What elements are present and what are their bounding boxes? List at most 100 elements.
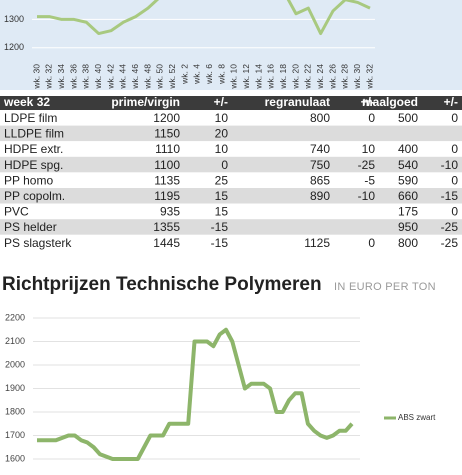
table-cell: 500: [398, 111, 418, 125]
line: [37, 0, 371, 36]
x-tick-label: wk. 14: [253, 64, 263, 90]
x-tick-label: wk. 48: [142, 64, 152, 90]
table-cell: LLDPE film: [4, 127, 64, 141]
line: [37, 327, 354, 461]
table-cell: 0: [451, 173, 458, 187]
table-cell: HDPE extr.: [4, 142, 63, 156]
table-cell: 0: [451, 205, 458, 219]
x-tick-label: wk. 20: [290, 64, 300, 90]
x-tick-label: wk. 6: [204, 64, 214, 85]
table-cell: -15: [211, 236, 229, 250]
table-cell: LDPE film: [4, 111, 57, 125]
table-cell: 10: [362, 142, 376, 156]
table-cell: 1100: [154, 158, 180, 172]
table-cell: 1445: [153, 236, 180, 250]
x-tick-label: wk. 50: [155, 64, 165, 90]
table-row: [0, 141, 462, 157]
table-cell: -25: [441, 236, 459, 250]
x-tick-label: wk. 24: [315, 64, 325, 90]
y-tick-label: 1900: [5, 383, 25, 393]
table-row: [0, 172, 462, 188]
table-cell: 1150: [154, 127, 180, 141]
table-cell: 750: [310, 158, 330, 172]
x-tick-label: wk. 28: [340, 64, 350, 90]
x-tick-label: wk. 32: [364, 64, 374, 90]
x-tick-label: wk. 18: [278, 64, 288, 90]
x-tick-label: wk. 26: [327, 64, 337, 90]
table-cell: 10: [215, 111, 229, 125]
x-tick-label: wk. 4: [192, 64, 202, 85]
x-tick-label: wk. 40: [93, 64, 103, 90]
table-cell: 0: [368, 111, 375, 125]
y-tick-label: 1300: [4, 14, 24, 24]
table-header-background: [0, 96, 462, 110]
legend-label: ABS zwart: [398, 413, 436, 422]
x-tick-label: wk. 22: [303, 64, 313, 90]
table-header-cell: +/-: [361, 95, 375, 109]
table-cell: PS helder: [4, 220, 57, 234]
x-tick-label: wk. 52: [167, 64, 177, 90]
table-cell: 865: [310, 173, 330, 187]
table-cell: 540: [398, 158, 418, 172]
table-cell: HDPE spg.: [4, 158, 63, 172]
table-cell: 1110: [155, 142, 180, 156]
y-tick-label: 1200: [4, 42, 24, 52]
x-tick-label: wk. 30: [31, 64, 41, 90]
chart-subtitle: IN EURO PER TON: [334, 281, 436, 293]
table-cell: PP copolm.: [4, 189, 65, 203]
table-cell: 0: [451, 142, 458, 156]
table-cell: -10: [358, 189, 376, 203]
x-tick-label: wk. 34: [56, 64, 66, 90]
x-tick-label: wk. 16: [266, 64, 276, 90]
chart-title: Richtprijzen Technische Polymeren: [2, 274, 322, 295]
top-chart-background: [0, 0, 462, 90]
table-cell: -10: [441, 158, 459, 172]
table-cell: -5: [364, 173, 375, 187]
table-header-cell: +/-: [444, 95, 458, 109]
table-cell: PS slagsterk: [4, 236, 72, 250]
y-tick-label: 2100: [5, 336, 25, 346]
x-tick-label: wk. 36: [68, 64, 78, 90]
table-cell: 1195: [154, 189, 180, 203]
table-cell: 1135: [154, 173, 180, 187]
x-tick-label: wk. 30: [352, 64, 362, 90]
x-tick-label: wk. 38: [81, 64, 91, 90]
table-cell: -15: [211, 220, 229, 234]
table-cell: 950: [398, 220, 418, 234]
table-cell: PVC: [4, 205, 29, 219]
table-cell: 15: [215, 189, 229, 203]
y-tick-label: 2000: [5, 359, 25, 369]
table-cell: 0: [221, 158, 228, 172]
table-row: [0, 156, 462, 173]
table-cell: 660: [398, 189, 418, 203]
x-tick-label: wk. 44: [118, 64, 128, 90]
table-row: [0, 234, 462, 251]
table-row: [0, 125, 462, 142]
table-cell: 1125: [304, 236, 330, 250]
table-header-cell: maalgoed: [362, 95, 418, 109]
table-cell: 1200: [153, 111, 180, 125]
table-cell: 20: [215, 127, 229, 141]
table-cell: 800: [310, 111, 330, 125]
table-cell: -25: [358, 158, 376, 172]
x-tick-label: wk. 8: [216, 64, 226, 85]
table-cell: 25: [215, 173, 229, 187]
table-row: [0, 188, 462, 204]
table-cell: -25: [441, 220, 459, 234]
x-tick-label: wk. 10: [229, 64, 239, 90]
x-tick-label: wk. 12: [241, 64, 251, 90]
table-row: [0, 203, 462, 220]
table-cell: 0: [451, 111, 458, 125]
table-header-cell: regranulaat: [265, 95, 330, 109]
x-tick-label: wk. 2: [179, 64, 189, 85]
table-row: [0, 110, 462, 126]
table-cell: 740: [310, 142, 330, 156]
y-tick-label: 1600: [5, 453, 25, 463]
table-cell: 800: [398, 236, 418, 250]
y-tick-label: 1800: [5, 406, 25, 416]
table-cell: 175: [398, 205, 418, 219]
y-tick-label: 1700: [5, 430, 25, 440]
x-tick-label: wk. 46: [130, 64, 140, 90]
table-header-cell: prime/virgin: [111, 95, 180, 109]
table-cell: 1355: [153, 220, 180, 234]
